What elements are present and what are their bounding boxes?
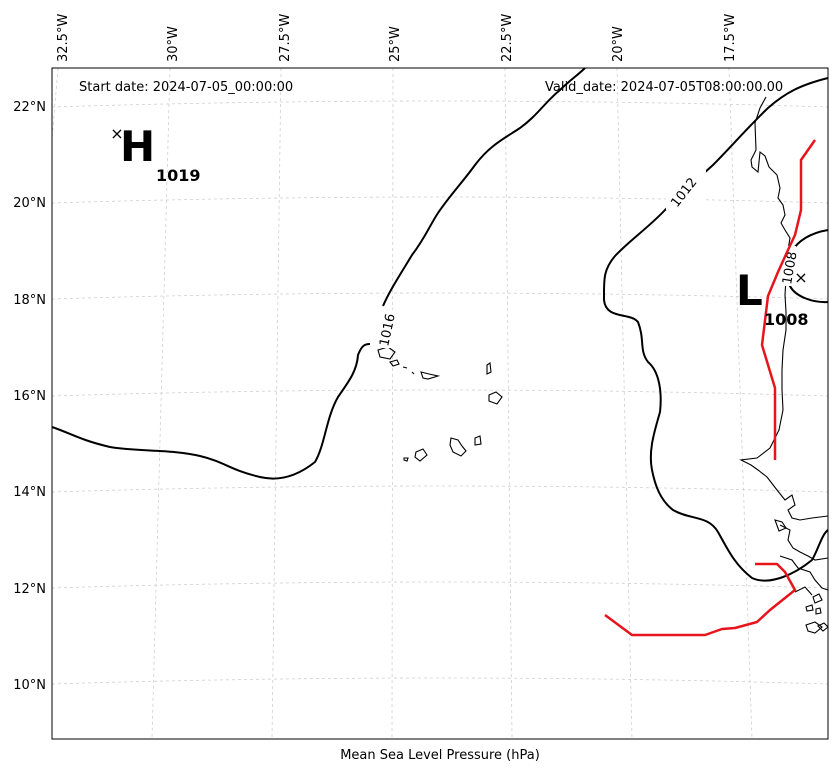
longitude-ticks: 32.5°W 30°W 27.5°W 25°W 22.5°W 20°W 17.5… <box>56 14 738 62</box>
isobars <box>51 67 829 582</box>
lat-tick: 10°N <box>13 678 46 693</box>
isobar-1016 <box>51 67 586 480</box>
graticule <box>51 67 829 740</box>
high-symbol: H <box>120 122 155 171</box>
isobar-label-1008: 1008 <box>780 250 801 285</box>
high-value: 1019 <box>156 166 201 185</box>
isobar-1012 <box>602 77 829 582</box>
high-center-marker: × <box>110 124 123 143</box>
lat-tick: 14°N <box>13 485 46 500</box>
lat-tick: 22°N <box>13 100 46 115</box>
lon-tick: 22.5°W <box>500 14 515 62</box>
front-line-north <box>760 139 817 460</box>
start-date-label: Start date: 2024-07-05_00:00:00 <box>79 80 293 95</box>
lat-tick: 20°N <box>13 196 46 211</box>
low-center-marker: × <box>794 268 807 287</box>
isobar-label-1016: 1016 <box>377 312 399 347</box>
lat-tick: 16°N <box>13 389 46 404</box>
cape-verde-islands <box>377 346 503 462</box>
lon-tick: 25°W <box>388 26 403 62</box>
high-pressure-center: × H 1019 <box>110 122 200 185</box>
front-line-south <box>604 562 797 637</box>
low-value: 1008 <box>764 310 809 329</box>
latitude-ticks: 22°N 20°N 18°N 16°N 14°N 12°N 10°N <box>13 100 46 693</box>
low-pressure-center: × L 1008 <box>736 266 809 329</box>
lon-tick: 27.5°W <box>278 14 293 62</box>
lon-tick: 32.5°W <box>56 14 71 62</box>
west-africa-coast <box>739 96 829 634</box>
valid-date-label: Valid_date: 2024-07-05T08:00:00.00 <box>545 80 783 95</box>
fronts <box>604 139 817 637</box>
lon-tick: 17.5°W <box>723 14 738 62</box>
lon-tick: 30°W <box>166 26 181 62</box>
map-caption: Mean Sea Level Pressure (hPa) <box>340 748 540 763</box>
low-symbol: L <box>736 266 763 315</box>
lon-tick: 20°W <box>611 26 626 62</box>
lat-tick: 12°N <box>13 582 46 597</box>
lat-tick: 18°N <box>13 293 46 308</box>
